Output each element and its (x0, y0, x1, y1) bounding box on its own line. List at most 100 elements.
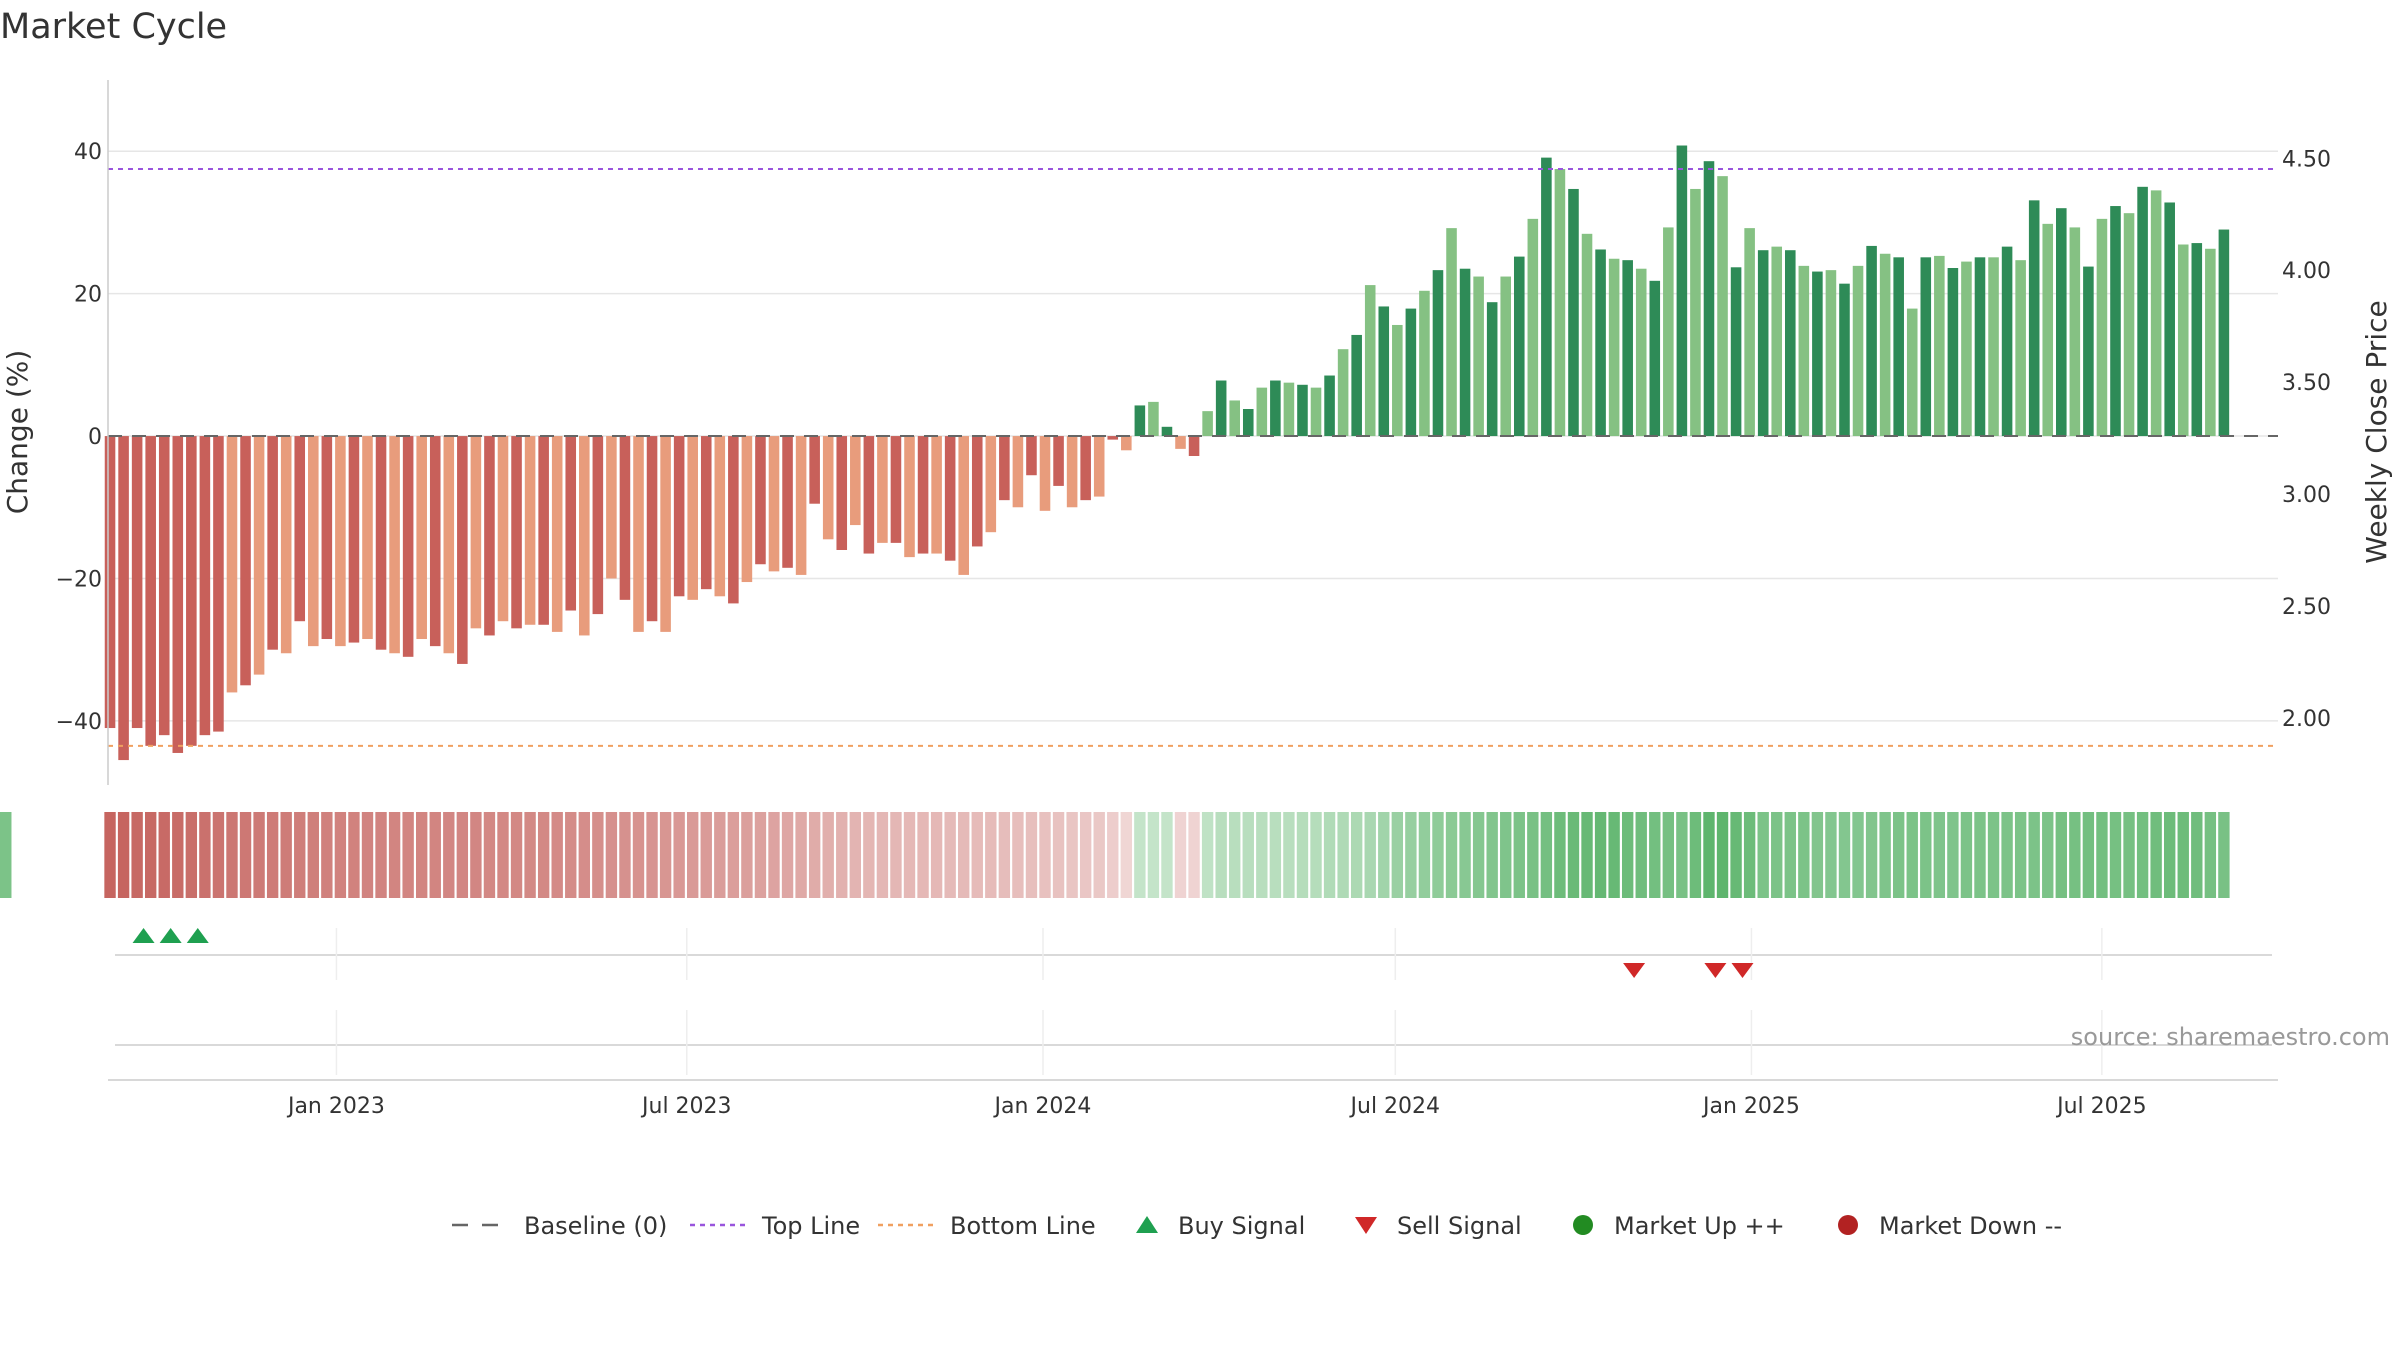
legend-label: Bottom Line (950, 1212, 1096, 1240)
y-tick-label: 40 (74, 140, 102, 165)
y2-tick-label: 4.00 (2282, 259, 2331, 284)
heatmap-cell (470, 812, 482, 898)
change-bar (1473, 276, 1484, 437)
heatmap-cell (0, 812, 12, 898)
change-bar (402, 436, 414, 657)
change-bar (1459, 268, 1471, 437)
heatmap-cell (1378, 812, 1390, 898)
legend-item-top: Top Line (690, 1212, 860, 1240)
heatmap-cell (1350, 812, 1363, 898)
change-bar (1310, 387, 1322, 437)
heatmap-cell (659, 812, 672, 898)
legend: Baseline (0) Top Line Bottom Line Buy Signa… (452, 1212, 2062, 1240)
heatmap-cell (1120, 812, 1133, 898)
heatmap-cell (1337, 812, 1349, 898)
change-bar (1134, 405, 1146, 437)
heatmap-cell (998, 812, 1011, 898)
heatmap-cell (700, 812, 712, 898)
heatmap-cell (1567, 812, 1580, 898)
sell-signal-marker (1623, 963, 1646, 978)
change-bar (741, 436, 753, 583)
heatmap-cell (1730, 812, 1742, 898)
heatmap-cell (1052, 812, 1065, 898)
heatmap-cell (876, 812, 889, 898)
change-bar (172, 436, 184, 753)
y-axis-title: Change (%) (1, 350, 34, 515)
change-bar (1242, 409, 1254, 437)
heatmap-cell (2014, 812, 2027, 898)
heatmap-cell (199, 812, 211, 898)
change-bar (1649, 280, 1661, 437)
x-axis: Jan 2023 Jul 2023 Jan 2024 Jul 2024 Jan 2025… (108, 1079, 2278, 1119)
heatmap-cell (158, 812, 170, 898)
change-bar (416, 436, 427, 640)
heatmap-cell (1323, 812, 1336, 898)
change-bar (1581, 233, 1593, 437)
heatmap-cell (1527, 812, 1539, 898)
legend-item-down: Market Down -- (1838, 1212, 2062, 1240)
change-bar (1039, 436, 1051, 511)
heatmap-cell (985, 812, 997, 898)
change-bar (714, 436, 726, 597)
heatmap-cell (104, 812, 116, 898)
heatmap-cell (1269, 812, 1282, 898)
heatmap-cell (2191, 812, 2203, 898)
legend-label: Buy Signal (1178, 1212, 1305, 1240)
change-bar (728, 436, 739, 604)
heatmap-cell (1079, 812, 1092, 898)
change-bar (2191, 243, 2203, 437)
change-bar (877, 436, 888, 543)
legend-item-buy: Buy Signal (1136, 1212, 1305, 1240)
change-bars (104, 145, 2230, 761)
change-bar (1093, 436, 1105, 497)
change-bar (1784, 250, 1796, 437)
change-bar (1215, 380, 1227, 437)
change-bar (755, 436, 766, 565)
heatmap-cell (2028, 812, 2040, 898)
heatmap-cell (849, 812, 861, 898)
change-bar (443, 436, 455, 654)
change-bar (1256, 387, 1268, 437)
heatmap-cell (1784, 812, 1796, 898)
heatmap-cell (632, 812, 645, 898)
change-bar (646, 436, 658, 622)
change-bar (1175, 436, 1186, 449)
sell-signal-marker (1704, 963, 1727, 978)
change-bar (944, 436, 956, 561)
heatmap-cell (1865, 812, 1878, 898)
change-bar (1080, 436, 1091, 501)
change-bar (1839, 283, 1850, 437)
heatmap-cell (1743, 812, 1756, 898)
legend-label: Market Up ++ (1614, 1212, 1785, 1240)
heatmap-cell (1229, 812, 1241, 898)
heatmap-cell (890, 812, 902, 898)
change-bar (2028, 200, 2040, 437)
heatmap-cell (1486, 812, 1498, 898)
change-bar (1337, 349, 1349, 437)
change-bar (1744, 228, 1755, 437)
heatmap-cell (1472, 812, 1485, 898)
x-tick-label: Jul 2023 (640, 1094, 732, 1119)
change-bar (1974, 257, 1986, 437)
change-bar (1622, 260, 1633, 437)
heatmap-cell (1825, 812, 1837, 898)
heatmap-cell (1892, 812, 1905, 898)
change-bar (606, 436, 617, 579)
heatmap-cell (537, 812, 550, 898)
heatmap-cell (1310, 812, 1322, 898)
heatmap-cell (334, 812, 347, 898)
heatmap-cell (375, 812, 387, 898)
change-bar (186, 436, 197, 746)
change-bar (1229, 400, 1241, 437)
heatmap-cell (673, 812, 685, 898)
change-bar (1988, 257, 1999, 437)
change-bar (985, 436, 997, 533)
change-bar (1202, 411, 1213, 437)
heatmap-cell (456, 812, 469, 898)
x-tick-label: Jul 2025 (2055, 1094, 2147, 1119)
change-bar (429, 436, 441, 647)
change-bar (199, 436, 211, 736)
heatmap-cell (1581, 812, 1593, 898)
change-bar (1148, 401, 1159, 437)
heatmap-cell (212, 812, 225, 898)
